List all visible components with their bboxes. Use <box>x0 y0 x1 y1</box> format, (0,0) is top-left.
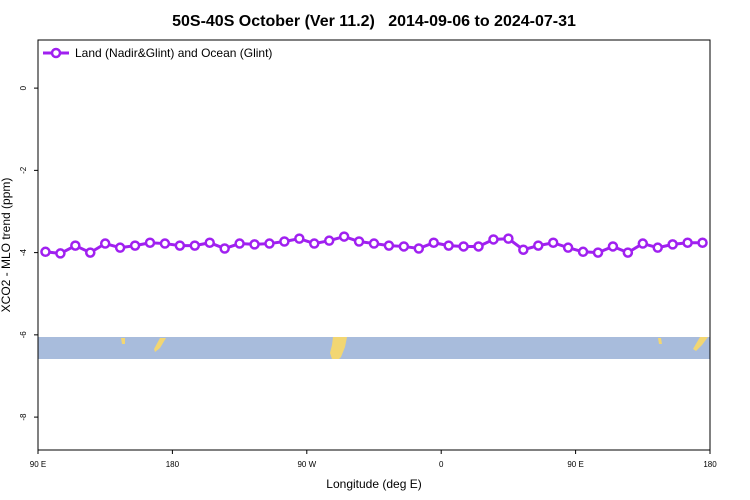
point <box>129 240 141 251</box>
chart-title: 50S-40S October (Ver 11.2) 2014-09-06 to… <box>172 13 576 30</box>
map-strip <box>38 337 710 359</box>
x-axis-label: Longitude (deg E) <box>326 477 421 491</box>
point <box>279 236 290 247</box>
point <box>114 242 126 253</box>
x-tick-label: 90 E <box>30 460 46 469</box>
point <box>234 238 245 249</box>
y-tick-label: -8 <box>19 413 28 421</box>
point <box>443 240 454 251</box>
x-tick-label: 90 W <box>297 460 316 469</box>
point <box>309 238 320 249</box>
point <box>219 243 230 254</box>
point <box>159 238 171 249</box>
point <box>99 238 111 249</box>
y-tick-label: -6 <box>19 331 28 339</box>
point <box>144 237 156 248</box>
point <box>249 239 260 250</box>
point <box>40 246 51 258</box>
point <box>697 237 708 248</box>
point <box>607 241 619 252</box>
y-tick-label: 0 <box>19 85 28 90</box>
point <box>264 238 275 249</box>
point <box>622 247 634 258</box>
x-tick-label: 90 E <box>567 460 583 469</box>
point <box>368 238 380 249</box>
point <box>428 237 439 248</box>
point <box>682 237 693 248</box>
point <box>70 240 81 251</box>
point <box>413 243 425 254</box>
plot-frame <box>37 39 711 451</box>
point <box>204 237 215 248</box>
point <box>652 242 663 253</box>
point <box>503 233 514 244</box>
y-tick-label: -4 <box>19 249 28 257</box>
point <box>294 233 305 244</box>
point <box>637 238 649 249</box>
point <box>398 241 410 252</box>
point <box>592 247 604 258</box>
point <box>667 239 678 250</box>
x-tick-label: 180 <box>166 460 180 469</box>
x-tick-label: 180 <box>703 460 717 469</box>
point <box>383 240 395 251</box>
legend-marker <box>50 47 62 59</box>
y-axis-label: XCO2 - MLO trend (ppm) <box>0 178 13 313</box>
point <box>189 240 201 251</box>
point <box>562 242 574 253</box>
point <box>353 236 365 247</box>
point <box>547 237 559 248</box>
point <box>323 235 335 246</box>
point <box>85 247 96 258</box>
point <box>488 234 499 245</box>
x-tick-label: 0 <box>439 460 444 469</box>
point <box>458 241 469 252</box>
point <box>55 248 66 259</box>
point <box>338 231 350 242</box>
point <box>518 244 529 255</box>
point <box>533 240 544 251</box>
point <box>473 241 484 252</box>
legend-label: Land (Nadir&Glint) and Ocean (Glint) <box>75 46 272 60</box>
point <box>577 246 589 258</box>
point <box>174 240 186 251</box>
y-tick-label: -2 <box>19 166 28 174</box>
